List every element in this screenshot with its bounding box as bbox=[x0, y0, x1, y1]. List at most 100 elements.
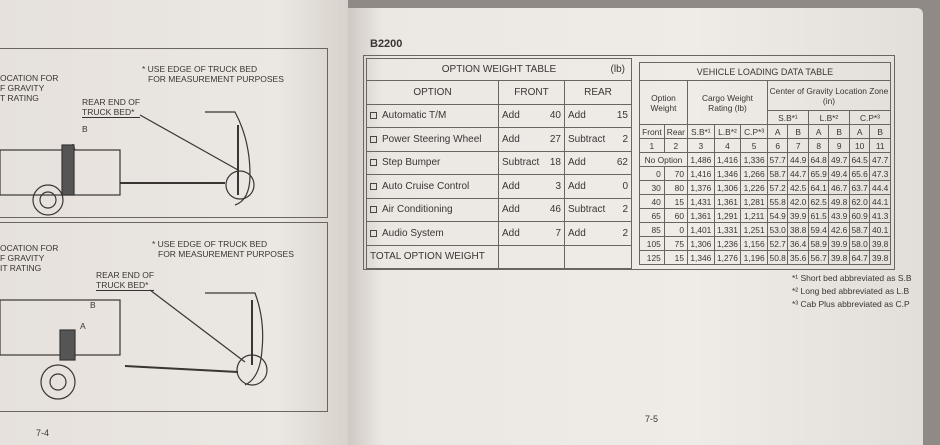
loading-cell: 30 bbox=[639, 180, 665, 195]
text: TRUCK BED* bbox=[82, 107, 135, 117]
text: FOR MEASUREMENT PURPOSES bbox=[158, 249, 294, 259]
loading-cell: 64.7 bbox=[848, 250, 871, 265]
option-row: Auto Cruise Control Add 3 Add 0 bbox=[366, 174, 632, 199]
column-number: 3 bbox=[686, 138, 715, 153]
loading-cell: 1,156 bbox=[740, 236, 768, 251]
column-number: 5 bbox=[740, 138, 768, 153]
rear-op: Subtract bbox=[568, 133, 606, 145]
loading-cell: 62.0 bbox=[848, 194, 871, 209]
rear-value: 2 bbox=[622, 133, 628, 145]
loading-cell: 1,251 bbox=[740, 222, 768, 237]
loading-cell: 0 bbox=[663, 222, 688, 237]
subheader-cell: S.B*¹ bbox=[686, 124, 715, 139]
no-option-value: 47.7 bbox=[869, 152, 891, 167]
loading-cell: 49.4 bbox=[828, 166, 850, 181]
dim-a-bottom: A bbox=[80, 321, 86, 331]
rear-op: Add bbox=[568, 180, 586, 192]
text: T RATING bbox=[0, 93, 39, 103]
subheader-cell: A bbox=[848, 124, 871, 139]
option-name: Audio System bbox=[382, 227, 444, 239]
option-cell: Step Bumper bbox=[366, 150, 499, 175]
footnote-cp: *³ Cab Plus abbreviated as C.P bbox=[792, 299, 910, 309]
loading-cell: 105 bbox=[639, 236, 665, 251]
text: FOR MEASUREMENT PURPOSES bbox=[148, 74, 284, 84]
loading-cell: 1,346 bbox=[686, 250, 715, 265]
loading-cell: 64.1 bbox=[807, 180, 830, 195]
loading-cell: 59.4 bbox=[807, 222, 830, 237]
loading-cell: 75 bbox=[663, 236, 688, 251]
front-value: 27 bbox=[549, 133, 561, 145]
loading-cell: 44.7 bbox=[787, 166, 809, 181]
loading-cell: 1,236 bbox=[713, 236, 742, 251]
text: OCATION FOR bbox=[0, 243, 59, 253]
cg-label-bottom: OCATION FOR F GRAVITY IT RATING bbox=[0, 243, 58, 273]
dim-b-top: B bbox=[82, 124, 88, 134]
loading-cell: 56.7 bbox=[807, 250, 830, 265]
option-cell: Automatic T/M bbox=[366, 103, 499, 128]
subheader-cell: B bbox=[869, 124, 891, 139]
header-option: OPTION bbox=[366, 80, 499, 105]
loading-row: 30 80 1,376 1,306 1,226 57.2 42.5 64.1 46.7 63.7 4… bbox=[639, 180, 891, 195]
loading-cell: 1,416 bbox=[686, 166, 715, 181]
option-name: Power Steering Wheel bbox=[382, 133, 482, 145]
loading-cell: 44.4 bbox=[869, 180, 891, 195]
front-value: 7 bbox=[555, 227, 561, 239]
loading-cell: 61.5 bbox=[807, 208, 830, 223]
front-cell: Add 3 bbox=[498, 174, 565, 199]
column-number: 2 bbox=[663, 138, 688, 153]
header-lb: L.B*² bbox=[807, 110, 850, 125]
front-cell: Add 46 bbox=[498, 197, 565, 222]
loading-cell: 1,276 bbox=[713, 250, 742, 265]
loading-cell: 65 bbox=[639, 208, 665, 223]
loading-cell: 47.3 bbox=[869, 166, 891, 181]
option-row: Automatic T/M Add 40 Add 15 bbox=[366, 103, 632, 128]
no-option-value: 57.7 bbox=[766, 152, 789, 167]
option-row: Air Conditioning Add 46 Subtract 2 bbox=[366, 197, 632, 222]
rear-value: 62 bbox=[616, 157, 628, 169]
loading-cell: 1,376 bbox=[686, 180, 715, 195]
loading-cell: 1,306 bbox=[713, 180, 742, 195]
no-option-label: No Option bbox=[639, 152, 688, 167]
no-option-value: 1,416 bbox=[713, 152, 742, 167]
loading-cell: 58.7 bbox=[766, 166, 789, 181]
page-number-left: 7-4 bbox=[36, 428, 50, 438]
front-cell: Add 7 bbox=[498, 221, 565, 246]
text: REAR END OF bbox=[82, 97, 141, 107]
loading-row: 0 70 1,416 1,346 1,266 58.7 44.7 65.9 49.4 65.6 47… bbox=[639, 166, 891, 181]
no-option-value: 64.5 bbox=[848, 152, 871, 167]
option-cell: Power Steering Wheel bbox=[366, 127, 499, 152]
unit: (lb) bbox=[610, 64, 625, 75]
column-number: 4 bbox=[713, 138, 742, 153]
front-cell: Add 27 bbox=[498, 127, 565, 152]
footnote-lb: *² Long bed abbreviated as L.B bbox=[792, 286, 910, 296]
loading-cell: 1,306 bbox=[686, 236, 715, 251]
loading-cell: 44.1 bbox=[869, 194, 891, 209]
front-value: 40 bbox=[549, 110, 561, 122]
loading-cell: 80 bbox=[663, 180, 688, 195]
loading-cell: 49.8 bbox=[828, 194, 850, 209]
option-name: Auto Cruise Control bbox=[382, 180, 470, 192]
loading-cell: 46.7 bbox=[828, 180, 850, 195]
loading-cell: 42.0 bbox=[787, 194, 809, 209]
loading-cell: 70 bbox=[663, 166, 688, 181]
loading-cell: 15 bbox=[663, 250, 688, 265]
loading-cell: 1,281 bbox=[740, 194, 768, 209]
column-number: 10 bbox=[848, 138, 871, 153]
loading-cell: 42.5 bbox=[787, 180, 809, 195]
loading-cell: 15 bbox=[663, 194, 688, 209]
option-cell: Auto Cruise Control bbox=[366, 174, 499, 199]
subheader-cell: A bbox=[766, 124, 789, 139]
rear-value: 15 bbox=[616, 110, 628, 122]
footnote-sb: *¹ Short bed abbreviated as S.B bbox=[792, 273, 912, 283]
loading-cell: 39.8 bbox=[869, 250, 891, 265]
text: IT RATING bbox=[0, 263, 42, 273]
loading-cell: 63.7 bbox=[848, 180, 871, 195]
loading-cell: 40 bbox=[639, 194, 665, 209]
front-value: 18 bbox=[549, 157, 561, 169]
front-op: Add bbox=[502, 110, 520, 122]
loading-cell: 39.8 bbox=[828, 250, 850, 265]
cg-label-top: OCATION FOR F GRAVITY T RATING bbox=[0, 73, 58, 103]
loading-cell: 42.6 bbox=[828, 222, 850, 237]
tables-frame bbox=[363, 55, 895, 270]
loading-cell: 1,196 bbox=[740, 250, 768, 265]
